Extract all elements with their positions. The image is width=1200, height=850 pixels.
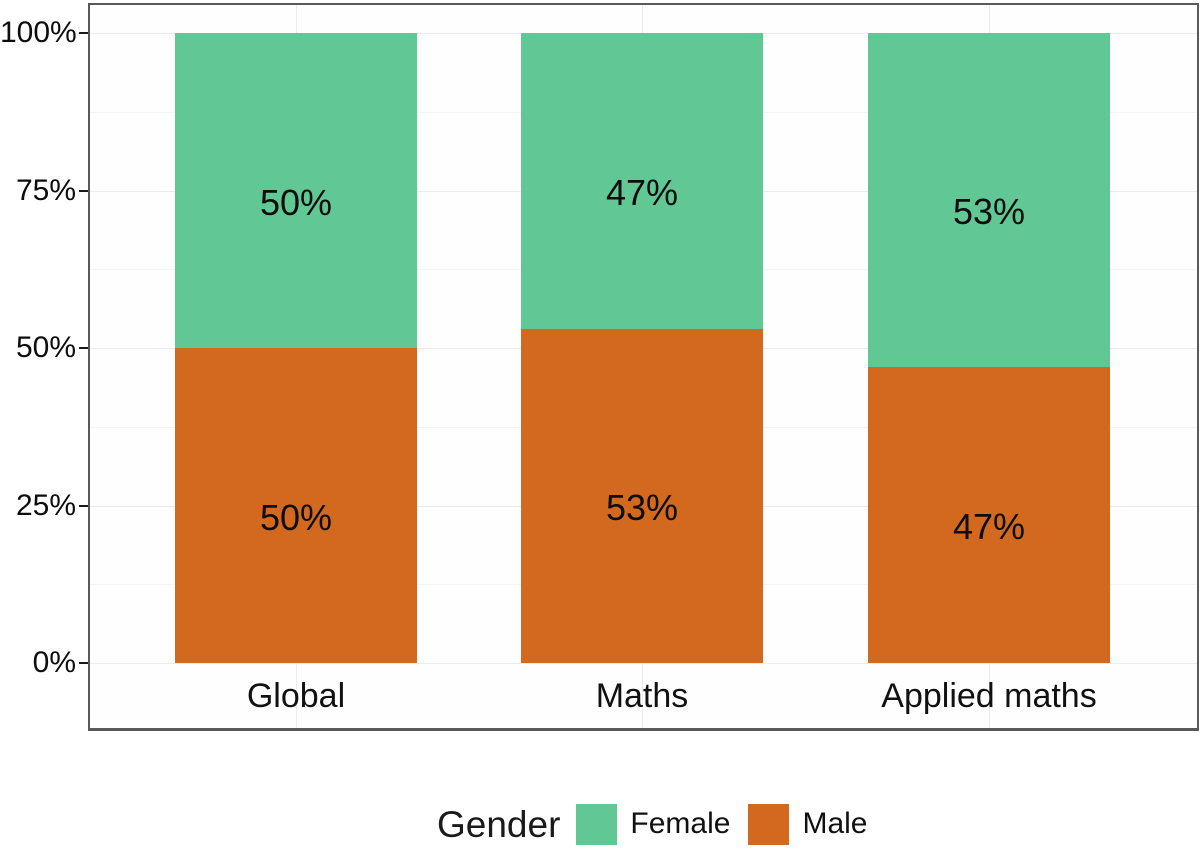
gridline-major [90, 663, 1197, 664]
y-axis-tick-mark [79, 347, 88, 349]
y-axis-tick-mark [79, 504, 88, 507]
bar-value-label: 53% [605, 487, 679, 529]
y-axis-tick-label: 25% [15, 488, 76, 522]
legend-item-male: Male [748, 803, 868, 845]
legend-item-female: Female [576, 803, 731, 845]
legend-swatch-male [748, 803, 790, 845]
bar-value-label: 47% [605, 172, 679, 214]
legend: Gender Female Male [437, 801, 868, 847]
legend-swatch-female [576, 803, 618, 845]
bar-value-label: 47% [952, 505, 1026, 547]
y-axis-tick-label: 75% [15, 173, 76, 207]
bar-segment-male: 53% [521, 329, 763, 663]
legend-item-label: Female [630, 807, 731, 840]
bar-segment-male: 50% [175, 348, 417, 663]
legend-item-label: Male [802, 807, 868, 840]
bar-value-label: 50% [259, 181, 333, 223]
x-axis-category-label: Applied maths [881, 677, 1097, 715]
x-axis-category-label: Maths [595, 677, 689, 715]
y-axis-tick-label: 100% [0, 16, 77, 49]
x-axis-category-label: Global [246, 677, 346, 715]
plot-area: 50% 50% Global 47% 53% Maths 53% 47% Applied mat… [90, 5, 1197, 728]
plot-panel: 50% 50% Global 47% 53% Maths 53% 47% Applied mat… [88, 3, 1199, 731]
bar-segment-female: 50% [175, 33, 417, 348]
legend-title: Gender [437, 803, 561, 845]
y-axis-tick-mark [79, 662, 88, 664]
legend-items: Female Male [576, 803, 868, 845]
bar-segment-female: 53% [868, 33, 1110, 367]
y-axis-tick-label: 0% [32, 646, 76, 679]
bar-value-label: 50% [259, 496, 333, 538]
y-axis-tick-label: 50% [15, 331, 76, 364]
bar-maths: 47% 53% [521, 33, 763, 663]
y-axis-tick-mark [79, 189, 88, 192]
bar-value-label: 53% [952, 190, 1026, 232]
bar-segment-male: 47% [868, 366, 1110, 663]
y-axis-tick-mark [79, 32, 88, 34]
bar-applied-maths: 53% 47% [868, 33, 1110, 663]
bar-segment-female: 47% [521, 33, 763, 330]
bar-global: 50% 50% [175, 33, 417, 663]
